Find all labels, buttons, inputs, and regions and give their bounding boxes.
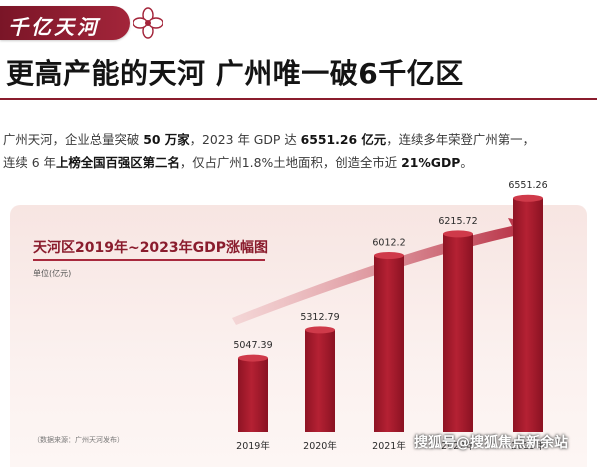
- intro-text: ，仅占广州1.8%土地面积，创造全市近: [179, 155, 402, 170]
- chart-unit-label: 单位(亿元): [33, 269, 72, 278]
- intro-highlight: 6551.26 亿元: [300, 132, 387, 147]
- intro-text: 。: [460, 155, 473, 170]
- intro-line-2: 连续 6 年上榜全国百强区第二名，仅占广州1.8%土地面积，创造全市近 21%G…: [3, 151, 597, 174]
- chart-title-underline: [33, 259, 265, 261]
- page-headline: 更高产能的天河 广州唯一破6千亿区: [6, 57, 464, 90]
- intro-paragraph: 广州天河，企业总量突破 50 万家，2023 年 GDP 达 6551.26 亿…: [3, 128, 597, 174]
- intro-highlight: 21%GDP: [401, 155, 461, 170]
- bar-cap: [513, 194, 543, 202]
- intro-text: ，2023 年 GDP 达: [189, 132, 301, 147]
- title-tag: 千亿天河: [8, 15, 100, 39]
- watermark-text: 搜狐号@搜狐焦点新余站: [414, 435, 568, 451]
- intro-text: ，连续多年荣登广州第一，: [386, 132, 535, 147]
- chart-title: 天河区2019年~2023年GDP涨幅图: [33, 240, 269, 256]
- title-tag-banner: 千亿天河: [0, 6, 130, 40]
- intro-highlight: 上榜全国百强区第二名: [55, 155, 180, 170]
- flower-icon: [133, 7, 163, 39]
- value-label: 6551.26: [508, 180, 547, 191]
- intro-text: 连续 6 年: [3, 155, 56, 170]
- intro-line-1: 广州天河，企业总量突破 50 万家，2023 年 GDP 达 6551.26 亿…: [3, 128, 597, 151]
- headline-divider: [0, 98, 597, 100]
- chart-source-note: （数据来源：广州天河发布）: [33, 436, 124, 444]
- intro-text: 广州天河，企业总量突破: [3, 132, 144, 147]
- intro-highlight: 50 万家: [143, 132, 190, 147]
